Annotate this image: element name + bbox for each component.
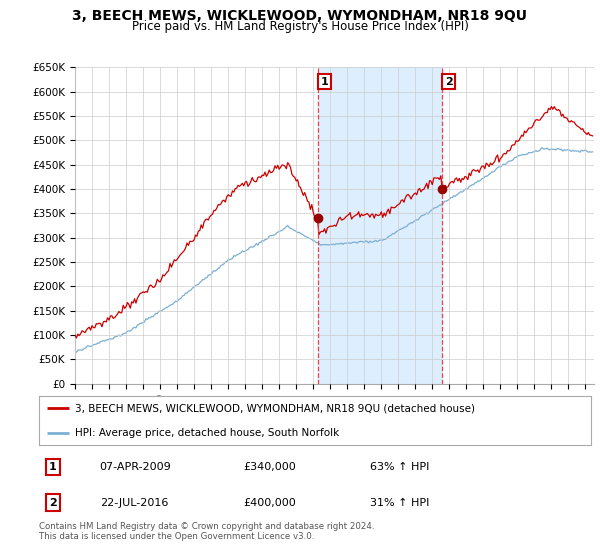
Text: 31% ↑ HPI: 31% ↑ HPI <box>370 498 430 507</box>
Text: 22-JUL-2016: 22-JUL-2016 <box>100 498 168 507</box>
Text: 1: 1 <box>49 462 56 472</box>
Text: £400,000: £400,000 <box>243 498 296 507</box>
Text: Contains HM Land Registry data © Crown copyright and database right 2024.
This d: Contains HM Land Registry data © Crown c… <box>39 522 374 542</box>
Text: 2: 2 <box>49 498 56 507</box>
Text: Price paid vs. HM Land Registry's House Price Index (HPI): Price paid vs. HM Land Registry's House … <box>131 20 469 33</box>
Text: 3, BEECH MEWS, WICKLEWOOD, WYMONDHAM, NR18 9QU (detached house): 3, BEECH MEWS, WICKLEWOOD, WYMONDHAM, NR… <box>75 403 475 413</box>
Text: 3, BEECH MEWS, WICKLEWOOD, WYMONDHAM, NR18 9QU: 3, BEECH MEWS, WICKLEWOOD, WYMONDHAM, NR… <box>73 9 527 23</box>
Text: 2: 2 <box>445 77 452 87</box>
Bar <box>318 67 442 384</box>
Text: £340,000: £340,000 <box>243 462 296 472</box>
Text: HPI: Average price, detached house, South Norfolk: HPI: Average price, detached house, Sout… <box>75 428 339 438</box>
Text: 63% ↑ HPI: 63% ↑ HPI <box>370 462 430 472</box>
Text: 1: 1 <box>321 77 329 87</box>
Text: 07-APR-2009: 07-APR-2009 <box>100 462 172 472</box>
